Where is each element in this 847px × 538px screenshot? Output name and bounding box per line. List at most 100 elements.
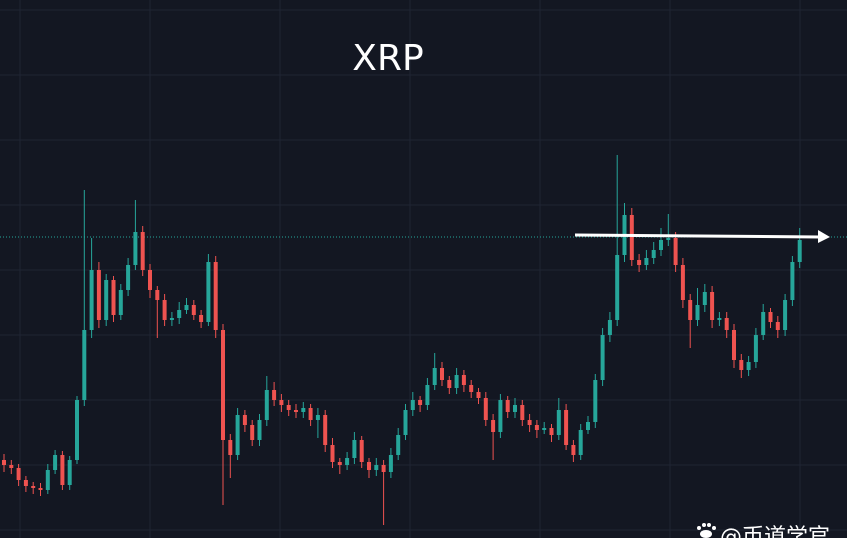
paw-icon [697, 523, 716, 538]
candle-body [315, 415, 320, 420]
candle-body [104, 280, 109, 320]
candle-body [732, 330, 736, 360]
candle-body [637, 260, 642, 265]
candle-body [294, 410, 298, 412]
candle-body [169, 318, 174, 320]
candle-body [564, 410, 569, 445]
candles [0, 155, 847, 525]
candle-body [659, 240, 663, 250]
candle-body [498, 400, 503, 432]
candle-body [746, 362, 751, 370]
candle-body [45, 470, 50, 490]
candle-body [38, 488, 43, 490]
arrow-shaft [574, 233, 821, 239]
candle-body [308, 408, 313, 420]
candle-body [527, 420, 532, 425]
candle-body [513, 405, 517, 412]
candle-body [520, 405, 525, 420]
candle-body [542, 428, 547, 430]
candle-body [96, 270, 101, 320]
candle-body [82, 330, 87, 400]
candle-body [242, 415, 247, 425]
candle-body [323, 415, 328, 445]
candle-body [775, 322, 780, 330]
candle-body [783, 300, 788, 330]
candle-body [177, 310, 182, 318]
candle-body [279, 400, 284, 405]
candle-body [753, 335, 758, 362]
candle-body [505, 400, 510, 412]
candle-body [607, 320, 612, 335]
candle-body [483, 398, 488, 420]
arrow-head [818, 230, 830, 243]
candle-body [9, 465, 14, 468]
candle-body [126, 265, 131, 290]
candle-body [651, 250, 656, 258]
candle-body [388, 455, 393, 472]
candle-body [286, 405, 291, 410]
candle-body [162, 300, 167, 320]
candle-body [644, 258, 649, 265]
candle-body [403, 410, 408, 435]
candle-body [60, 455, 65, 485]
watermark: @币道学官 [720, 525, 830, 538]
candle-body [140, 232, 145, 270]
candle-body [761, 312, 766, 335]
candle-body [191, 305, 196, 315]
candle-body [367, 462, 371, 470]
candle-body [476, 392, 481, 398]
chart-title: XRP [352, 38, 423, 79]
candle-body [461, 375, 466, 385]
candle-body [345, 458, 350, 465]
candle-body [615, 255, 620, 320]
candle-body [199, 315, 204, 322]
candle-body [418, 400, 423, 405]
candle-body [111, 280, 116, 315]
candle-body [797, 240, 802, 262]
candle-body [396, 435, 401, 455]
candle-body [221, 330, 225, 440]
candle-body [717, 318, 722, 320]
candle-body [688, 300, 693, 320]
candle-body [301, 408, 306, 412]
candle-body [629, 215, 634, 260]
candle-body [578, 430, 583, 455]
candle-body [440, 368, 444, 380]
candle-body [381, 465, 386, 472]
candle-body [534, 425, 539, 430]
candle-body [724, 318, 729, 330]
candle-body [768, 312, 773, 322]
candle-body [206, 262, 211, 322]
candle-body [790, 262, 795, 300]
candle-body [549, 428, 554, 435]
candle-body [31, 486, 36, 488]
candle-body [75, 400, 79, 460]
candle-body [432, 368, 437, 385]
candle-body [352, 440, 357, 458]
candle-body [469, 385, 474, 392]
candle-body [425, 385, 430, 405]
candle-body [23, 480, 28, 486]
candle-body [447, 380, 452, 388]
candle-body [556, 410, 561, 435]
candle-body [593, 380, 598, 422]
candle-body [67, 460, 72, 485]
candle-body [330, 445, 335, 462]
candle-body [53, 455, 58, 470]
candle-body [454, 375, 459, 388]
candle-body [600, 335, 605, 380]
candle-body [155, 290, 160, 300]
candle-body [16, 468, 21, 480]
candle-body [710, 292, 715, 320]
candle-body [673, 238, 678, 265]
candle-body [680, 265, 685, 300]
candle-body [184, 305, 189, 310]
candle-body [359, 440, 364, 462]
candle-body [213, 262, 218, 330]
candle-body [491, 420, 496, 432]
candle-body [739, 360, 744, 370]
candle-body [228, 440, 233, 455]
candle-body [695, 305, 700, 320]
